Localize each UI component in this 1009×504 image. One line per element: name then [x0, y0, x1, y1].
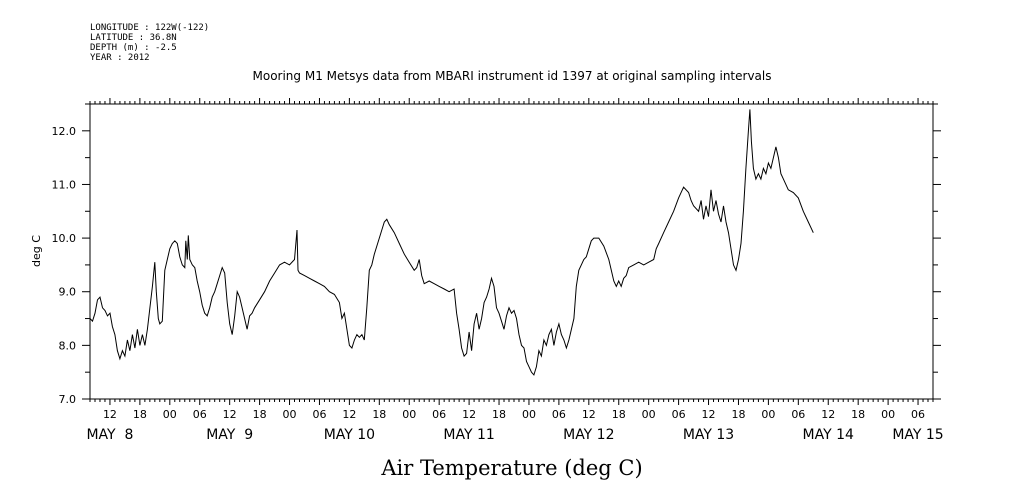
- y-tick-label: 7.0: [59, 393, 77, 406]
- x-tick-labels: 12 18 00 06 12 18 00 06 12 18 00 06 12 18 00 06 12 18 00 06…: [103, 408, 925, 421]
- x-tick-label: 18: [253, 408, 267, 421]
- x-tick-label: 18: [612, 408, 626, 421]
- x-tick-label: 12: [462, 408, 476, 421]
- day-label: MAY 8: [86, 427, 133, 443]
- day-label: MAY 14: [803, 427, 854, 443]
- x-tick-label: 06: [911, 408, 925, 421]
- x-tick-label: 12: [702, 408, 716, 421]
- x-tick-label: 00: [881, 408, 895, 421]
- day-label: MAY 12: [563, 427, 614, 443]
- x-tick-label: 00: [642, 408, 656, 421]
- day-label: MAY 9: [206, 427, 253, 443]
- day-labels: MAY 8 MAY 9 MAY 10 MAY 11 MAY 12 MAY 13 MAY 14…: [86, 427, 943, 443]
- y-tick-label: 8.0: [59, 339, 77, 352]
- x-tick-label: 00: [402, 408, 416, 421]
- x-tick-label: 06: [312, 408, 326, 421]
- latitude-label: LATITUDE : 36.8N: [90, 33, 177, 43]
- x-tick-label: 00: [761, 408, 775, 421]
- x-tick-label: 12: [223, 408, 237, 421]
- x-tick-label: 12: [342, 408, 356, 421]
- day-label: MAY 15: [892, 427, 943, 443]
- day-label: MAY 10: [324, 427, 375, 443]
- day-label: MAY 11: [443, 427, 494, 443]
- y-tick-label: 11.0: [52, 178, 77, 191]
- x-tick-label: 18: [851, 408, 865, 421]
- series-line: [89, 109, 814, 376]
- x-tick-label: 00: [522, 408, 536, 421]
- y-tick-label: 12.0: [52, 125, 77, 138]
- x-tick-label: 18: [372, 408, 386, 421]
- x-tick-label: 12: [821, 408, 835, 421]
- x-tick-label: 06: [552, 408, 566, 421]
- y-tick-label: 10.0: [52, 232, 77, 245]
- x-tick-label: 18: [492, 408, 506, 421]
- x-tick-label: 06: [432, 408, 446, 421]
- longitude-label: LONGITUDE : 122W(-122): [90, 23, 209, 33]
- x-tick-label: 00: [283, 408, 297, 421]
- axis-ticks: [82, 98, 941, 405]
- x-axis-label: Air Temperature (deg C): [380, 456, 642, 480]
- x-tick-label: 06: [193, 408, 207, 421]
- x-tick-label: 12: [103, 408, 117, 421]
- y-tick-label: 9.0: [59, 286, 77, 299]
- plot-frame: [89, 103, 934, 400]
- x-tick-label: 18: [731, 408, 745, 421]
- day-label: MAY 13: [683, 427, 734, 443]
- depth-label: DEPTH (m) : -2.5: [90, 43, 177, 53]
- x-tick-label: 06: [672, 408, 686, 421]
- x-tick-label: 12: [582, 408, 596, 421]
- y-tick-labels: 7.0 8.0 9.0 10.0 11.0 12.0: [52, 125, 77, 406]
- chart-title: Mooring M1 Metsys data from MBARI instru…: [253, 69, 772, 83]
- y-axis-label: deg C: [30, 235, 43, 267]
- x-tick-label: 18: [133, 408, 147, 421]
- x-tick-label: 00: [163, 408, 177, 421]
- year-label: YEAR : 2012: [90, 53, 150, 63]
- x-tick-label: 06: [791, 408, 805, 421]
